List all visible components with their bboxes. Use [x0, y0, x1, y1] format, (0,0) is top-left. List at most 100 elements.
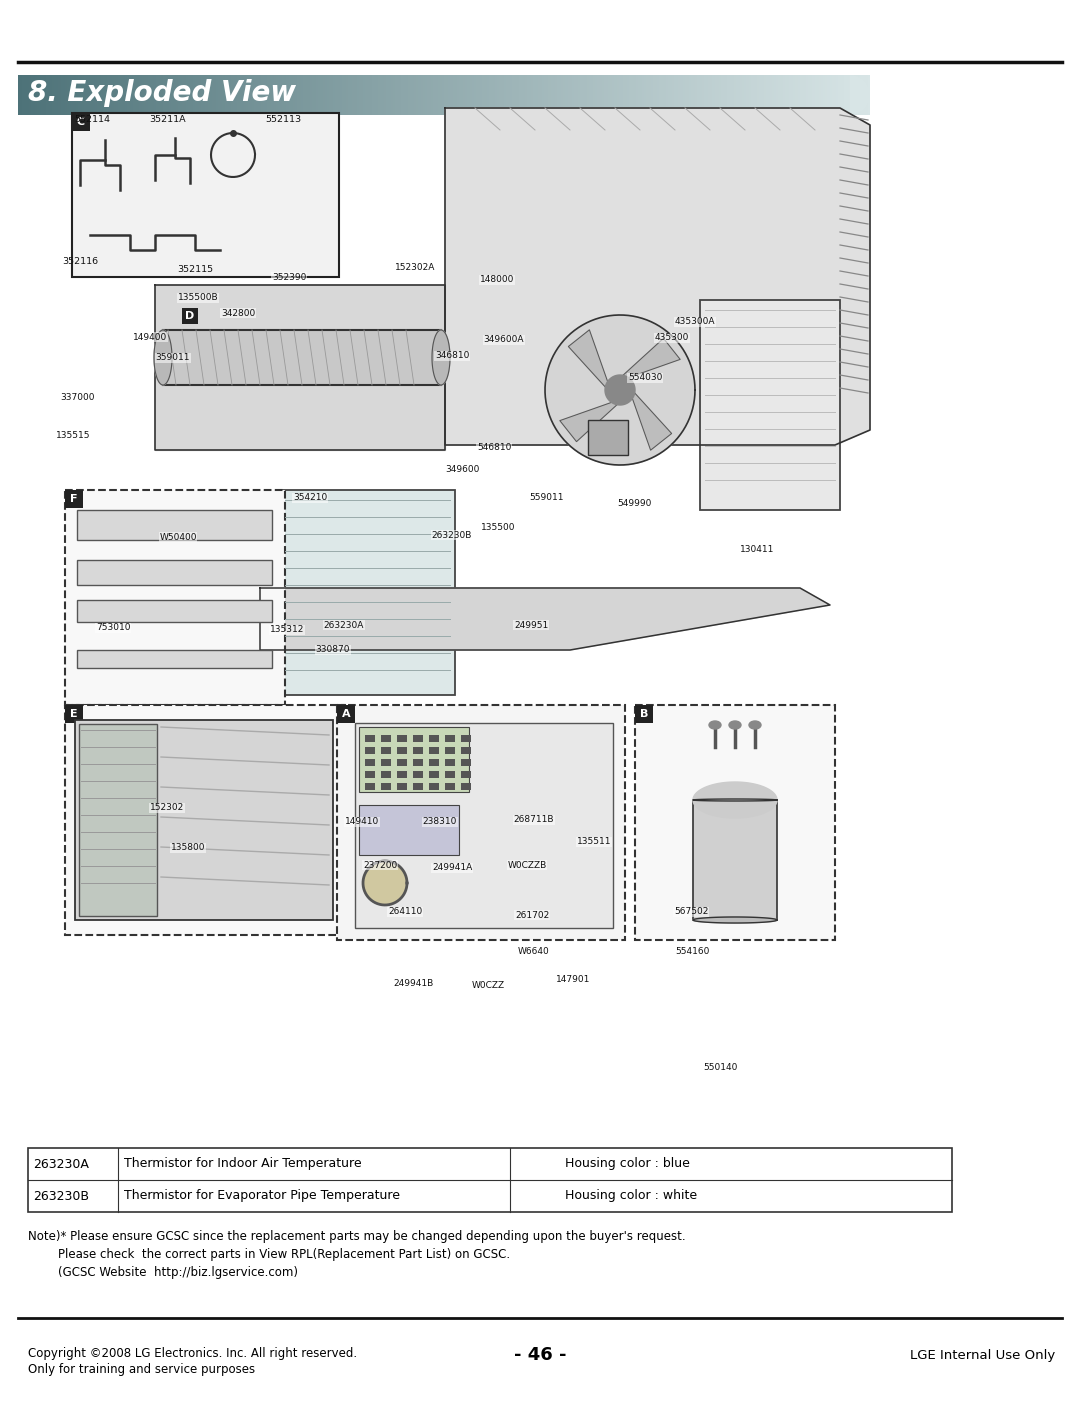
Polygon shape	[29, 74, 30, 115]
Text: Housing color : white: Housing color : white	[565, 1190, 697, 1203]
Polygon shape	[170, 74, 172, 115]
Polygon shape	[717, 74, 719, 115]
Polygon shape	[97, 74, 99, 115]
Polygon shape	[514, 74, 516, 115]
Text: 8. Exploded View: 8. Exploded View	[28, 79, 296, 107]
Polygon shape	[834, 74, 836, 115]
Polygon shape	[437, 74, 440, 115]
Polygon shape	[768, 74, 770, 115]
Text: 549990: 549990	[617, 499, 651, 507]
Bar	[359, 805, 459, 856]
Bar	[445, 735, 455, 742]
Text: 359011: 359011	[156, 354, 190, 362]
Polygon shape	[457, 74, 459, 115]
Polygon shape	[440, 74, 442, 115]
Polygon shape	[476, 74, 478, 115]
Polygon shape	[559, 74, 562, 115]
Polygon shape	[382, 74, 384, 115]
Bar	[445, 747, 455, 754]
Polygon shape	[696, 74, 698, 115]
Polygon shape	[172, 74, 174, 115]
Polygon shape	[327, 74, 329, 115]
Polygon shape	[667, 74, 670, 115]
Text: 261702: 261702	[515, 910, 549, 919]
Polygon shape	[299, 74, 301, 115]
Text: F: F	[70, 495, 78, 504]
Polygon shape	[63, 74, 65, 115]
Polygon shape	[420, 74, 422, 115]
Bar	[77, 651, 272, 667]
Bar	[397, 735, 407, 742]
Polygon shape	[713, 74, 715, 115]
Text: 435300: 435300	[654, 333, 689, 343]
Bar	[397, 759, 407, 766]
Polygon shape	[610, 74, 612, 115]
Polygon shape	[659, 74, 661, 115]
Polygon shape	[851, 74, 853, 115]
Polygon shape	[167, 74, 170, 115]
Polygon shape	[748, 74, 751, 115]
Ellipse shape	[750, 721, 761, 729]
Text: 349600A: 349600A	[484, 336, 524, 344]
Polygon shape	[54, 74, 56, 115]
Polygon shape	[93, 74, 95, 115]
Polygon shape	[343, 74, 346, 115]
Polygon shape	[413, 74, 415, 115]
Polygon shape	[461, 74, 463, 115]
Polygon shape	[521, 74, 523, 115]
Text: 352116: 352116	[62, 257, 98, 267]
Text: 35211A: 35211A	[150, 115, 187, 125]
Polygon shape	[286, 74, 288, 115]
Polygon shape	[568, 74, 569, 115]
Polygon shape	[823, 74, 825, 115]
Polygon shape	[113, 74, 116, 115]
Polygon shape	[612, 74, 615, 115]
Polygon shape	[495, 74, 497, 115]
Polygon shape	[700, 74, 702, 115]
Polygon shape	[271, 74, 273, 115]
Polygon shape	[135, 74, 137, 115]
Bar	[461, 783, 471, 790]
Polygon shape	[120, 74, 122, 115]
Polygon shape	[674, 74, 676, 115]
Polygon shape	[472, 74, 474, 115]
Text: 249941A: 249941A	[432, 864, 472, 873]
Polygon shape	[246, 74, 248, 115]
Polygon shape	[391, 74, 393, 115]
Polygon shape	[233, 74, 235, 115]
Polygon shape	[518, 74, 521, 115]
Polygon shape	[860, 74, 862, 115]
Polygon shape	[133, 74, 135, 115]
Text: 135312: 135312	[270, 625, 305, 635]
Polygon shape	[638, 74, 640, 115]
Polygon shape	[646, 74, 648, 115]
Text: A: A	[341, 710, 350, 719]
Bar	[413, 759, 423, 766]
Bar	[413, 735, 423, 742]
Polygon shape	[152, 74, 154, 115]
Polygon shape	[214, 74, 216, 115]
Polygon shape	[282, 74, 284, 115]
Polygon shape	[295, 74, 297, 115]
Bar	[337, 705, 625, 940]
Text: Thermistor for Indoor Air Temperature: Thermistor for Indoor Air Temperature	[124, 1158, 362, 1170]
Polygon shape	[106, 74, 107, 115]
Polygon shape	[265, 74, 267, 115]
Polygon shape	[442, 74, 444, 115]
Polygon shape	[71, 74, 73, 115]
Text: 550140: 550140	[703, 1062, 738, 1072]
Bar	[381, 735, 391, 742]
Polygon shape	[150, 74, 152, 115]
Polygon shape	[188, 74, 190, 115]
Polygon shape	[591, 74, 593, 115]
Polygon shape	[397, 74, 400, 115]
Text: 268711B: 268711B	[514, 815, 554, 825]
Polygon shape	[363, 74, 365, 115]
Polygon shape	[48, 74, 50, 115]
Polygon shape	[693, 783, 777, 818]
Polygon shape	[293, 74, 295, 115]
Polygon shape	[284, 74, 286, 115]
Polygon shape	[670, 74, 672, 115]
Polygon shape	[244, 74, 246, 115]
Polygon shape	[545, 315, 696, 465]
